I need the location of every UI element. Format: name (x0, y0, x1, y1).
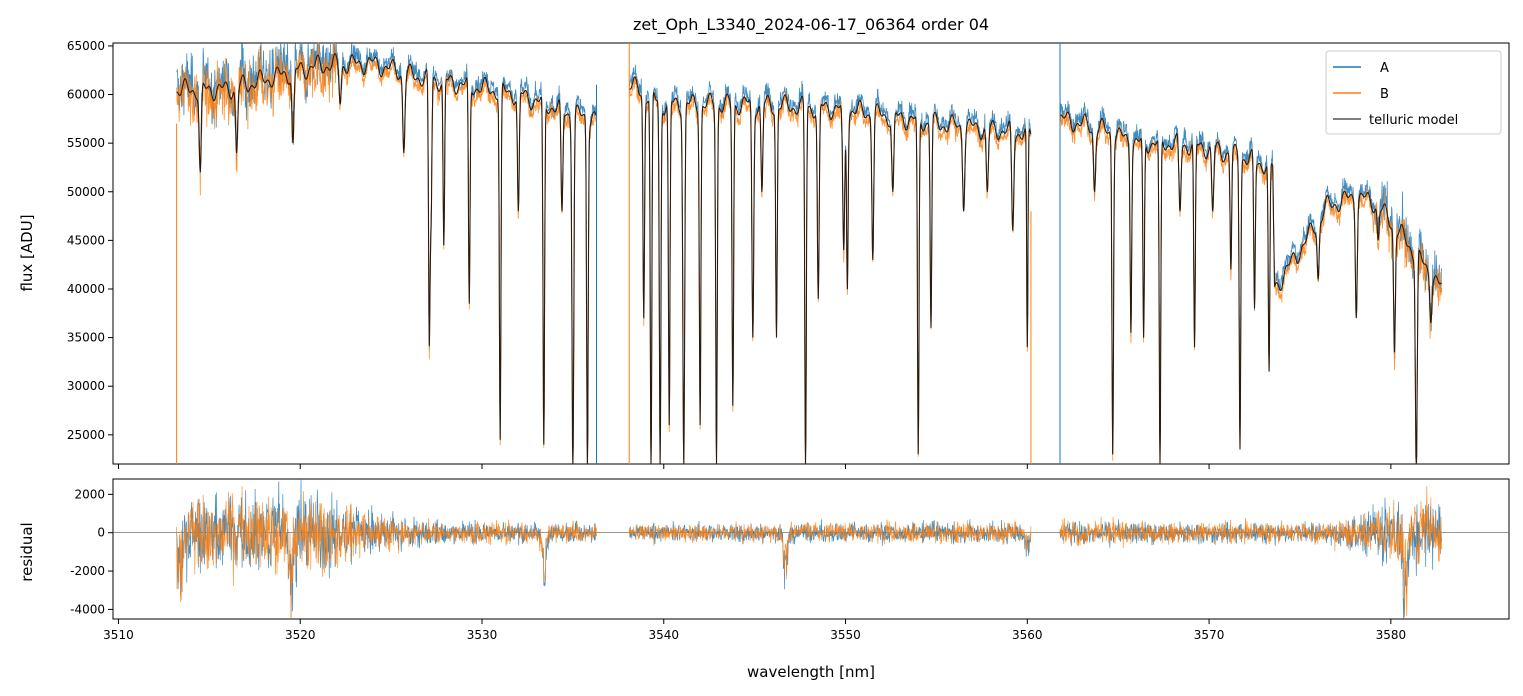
flux-y-tick-label: 60000 (67, 88, 105, 102)
residual-series (113, 478, 1509, 620)
flux-y-tick-label: 65000 (67, 39, 105, 53)
residual-b-segment-1 (628, 519, 1032, 580)
residual-x-tick-label: 3520 (285, 628, 316, 642)
flux-y-tick-label: 35000 (67, 331, 105, 345)
legend-box (1325, 50, 1502, 135)
residual-x-tick-label: 3530 (467, 628, 498, 642)
telluric-model-segment-2 (1059, 111, 1443, 465)
residual-b-segment-2 (1059, 486, 1443, 617)
legend: A B telluric model (1325, 50, 1502, 135)
residual-y-tick-label: 0 (97, 526, 105, 540)
legend-label-b: B (1380, 87, 1389, 102)
flux-y-tick-label: 45000 (67, 233, 105, 247)
series-a-segment-0 (176, 42, 597, 465)
residual-x-tick-label: 3550 (830, 628, 861, 642)
flux-y-tick-label: 50000 (67, 185, 105, 199)
residual-y-tick-label: -2000 (70, 564, 105, 578)
series-b-segment-0 (176, 42, 597, 465)
flux-y-tick-label: 40000 (67, 282, 105, 296)
flux-y-tick-label: 55000 (67, 136, 105, 150)
residual-y-ticks: -4000 -2000 0 2000 (70, 487, 113, 616)
residual-x-tick-label: 3510 (103, 628, 134, 642)
residual-x-tick-label: 3580 (1376, 628, 1407, 642)
telluric-model-segment-1 (628, 76, 1032, 465)
residual-y-label: residual (18, 522, 36, 581)
telluric-model-segment-0 (176, 53, 597, 465)
flux-x-ticks (117, 464, 1392, 469)
x-axis-label: wavelength [nm] (747, 663, 875, 681)
legend-label-a: A (1380, 61, 1389, 76)
residual-y-tick-label: -4000 (70, 602, 105, 616)
residual-x-tick-label: 3540 (648, 628, 679, 642)
flux-plot: 25000 30000 35000 40000 45000 50000 55000 60000… (18, 39, 1510, 469)
chart-title: zet_Oph_L3340_2024-06-17_06364 order 04 (633, 15, 989, 35)
residual-plot: -4000 -2000 0 2000 3510 3520 3530 3540 3550 3560… (18, 478, 1510, 681)
series-b-segment-2 (1059, 109, 1443, 465)
residual-b-segment-0 (176, 486, 597, 620)
residual-x-tick-label: 3570 (1194, 628, 1225, 642)
flux-series (176, 42, 1443, 465)
flux-y-tick-label: 25000 (67, 428, 105, 442)
flux-y-tick-label: 30000 (67, 379, 105, 393)
legend-label-telluric: telluric model (1369, 113, 1458, 128)
residual-x-tick-label: 3560 (1012, 628, 1043, 642)
flux-y-ticks: 25000 30000 35000 40000 45000 50000 55000 60000… (67, 39, 113, 442)
residual-y-tick-label: 2000 (74, 487, 105, 501)
flux-y-label: flux [ADU] (18, 214, 36, 291)
residual-x-ticks: 3510 3520 3530 3540 3550 3560 3570 3580 (103, 619, 1406, 642)
